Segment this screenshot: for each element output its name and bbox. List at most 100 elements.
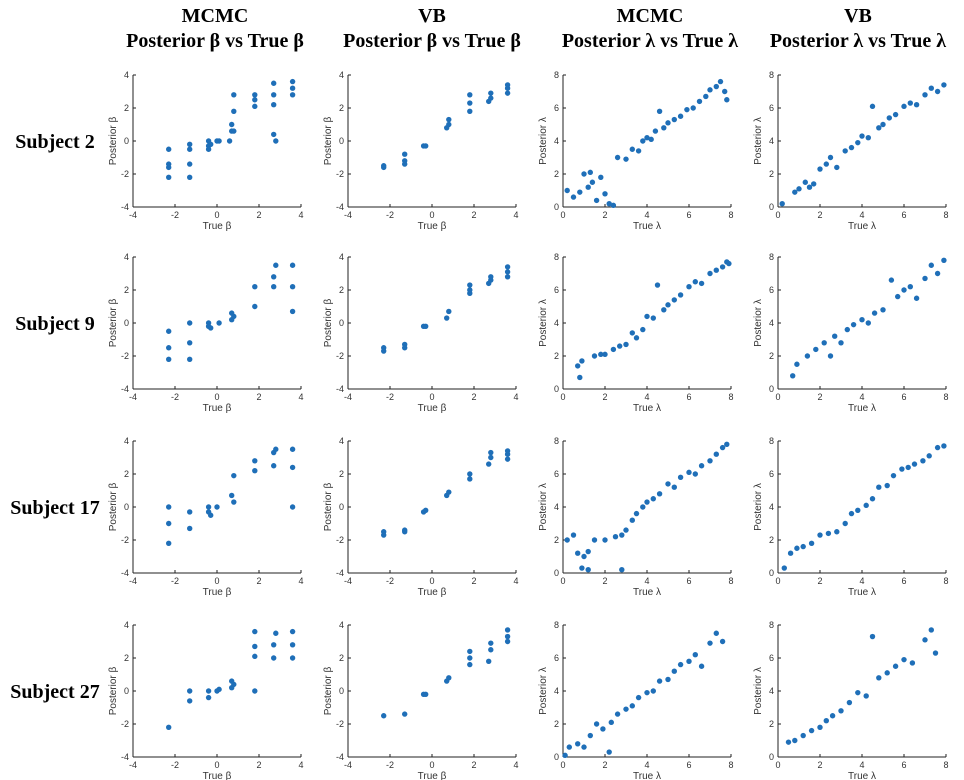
point <box>686 284 692 290</box>
point <box>832 333 838 339</box>
point <box>794 361 800 367</box>
point <box>629 146 635 152</box>
point <box>717 78 724 85</box>
point <box>787 550 794 556</box>
y-tick-label: -2 <box>336 169 344 179</box>
point <box>926 453 932 459</box>
point <box>722 88 728 95</box>
subplot: -4 -2 0 2 4 -4 -2 0 2 4 True β Posterior β <box>108 436 304 598</box>
point <box>800 732 806 739</box>
point <box>488 647 494 653</box>
point <box>686 469 692 476</box>
point <box>579 358 585 364</box>
point <box>869 103 876 110</box>
y-tick-label: 2 <box>124 103 129 113</box>
y-axis-label: Posterior β <box>323 666 334 715</box>
point <box>271 284 277 290</box>
point <box>648 136 654 143</box>
y-tick-label: 4 <box>124 436 129 446</box>
point <box>661 125 667 131</box>
x-tick-label: 6 <box>686 760 691 770</box>
x-tick-label: 4 <box>859 392 864 402</box>
point <box>585 184 591 190</box>
point <box>581 744 587 750</box>
x-tick-label: 6 <box>901 392 906 402</box>
y-tick-label: 2 <box>339 653 344 663</box>
x-tick-label: 8 <box>728 392 733 402</box>
point <box>187 698 193 704</box>
point <box>880 307 886 313</box>
point <box>640 138 646 144</box>
y-tick-label: 8 <box>769 70 774 80</box>
point <box>467 287 473 293</box>
point <box>785 739 792 745</box>
point <box>208 141 214 147</box>
point <box>205 694 212 701</box>
point <box>890 472 897 479</box>
point <box>187 340 193 346</box>
point <box>884 482 890 489</box>
point <box>252 468 258 474</box>
x-tick-label: 4 <box>644 576 649 586</box>
point <box>892 663 899 669</box>
point <box>724 441 730 447</box>
y-axis-label: Posterior β <box>323 298 334 347</box>
y-tick-label: 2 <box>339 103 344 113</box>
point <box>838 340 844 346</box>
column-title: Posterior λ vs True λ <box>770 30 946 52</box>
point <box>724 97 730 103</box>
subplot: -4 -2 0 2 4 -4 -2 0 2 4 True β Posterior β <box>108 252 304 414</box>
point <box>289 655 296 661</box>
point <box>913 295 920 301</box>
point <box>575 363 581 369</box>
point <box>564 537 570 543</box>
x-axis-label: True λ <box>633 771 661 780</box>
point <box>289 504 296 510</box>
point <box>855 689 861 696</box>
point <box>402 151 408 157</box>
point <box>231 499 237 505</box>
point <box>869 633 876 640</box>
point <box>589 179 596 185</box>
point <box>591 353 598 359</box>
y-tick-label: 0 <box>339 686 344 696</box>
point <box>707 87 713 93</box>
y-tick-label: 8 <box>554 70 559 80</box>
point <box>216 320 222 326</box>
point <box>488 449 494 456</box>
point <box>629 703 635 709</box>
point <box>656 491 663 497</box>
point <box>644 499 650 505</box>
point <box>901 656 907 663</box>
point <box>229 121 235 128</box>
y-tick-label: 0 <box>339 318 344 328</box>
point <box>273 446 279 452</box>
point <box>504 627 511 633</box>
x-tick-label: -2 <box>386 210 394 220</box>
y-tick-label: 4 <box>554 318 559 328</box>
point <box>467 100 473 106</box>
x-tick-label: 4 <box>298 760 303 770</box>
point <box>650 496 656 502</box>
point <box>713 451 719 457</box>
point <box>922 637 928 643</box>
y-tick-label: 6 <box>769 653 774 663</box>
y-axis-label: Posterior β <box>323 116 334 165</box>
x-tick-label: 2 <box>817 576 822 586</box>
point <box>488 454 494 461</box>
y-axis-label: Posterior λ <box>753 117 764 165</box>
point <box>610 202 617 209</box>
y-tick-label: -2 <box>336 351 344 361</box>
row-label: Subject 9 <box>15 313 94 335</box>
point <box>629 517 635 523</box>
point <box>486 658 492 664</box>
point <box>612 534 619 540</box>
subplot: 0 2 4 6 8 0 2 4 6 8 True λ Posterior λ <box>538 620 734 780</box>
x-tick-label: 4 <box>859 210 864 220</box>
x-tick-label: 2 <box>471 760 476 770</box>
point <box>665 120 671 126</box>
x-tick-label: 2 <box>471 392 476 402</box>
y-tick-label: 4 <box>554 502 559 512</box>
x-tick-label: 4 <box>513 760 518 770</box>
y-tick-label: 0 <box>554 752 559 762</box>
